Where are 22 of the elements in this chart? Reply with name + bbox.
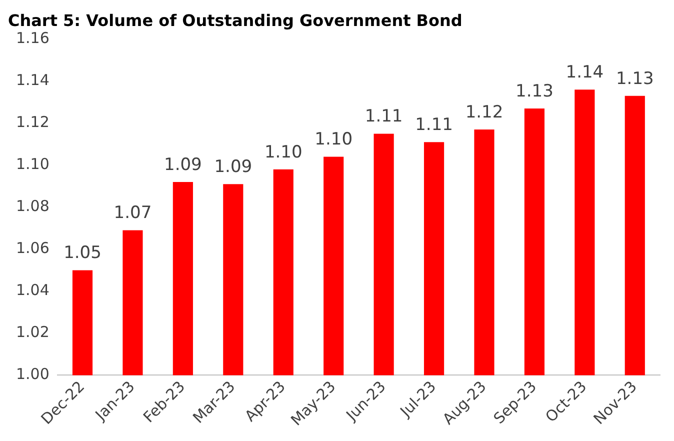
- y-tick-label: 1.02: [16, 323, 50, 342]
- data-label: 1.13: [516, 81, 554, 102]
- y-tick-label: 1.08: [16, 197, 50, 216]
- data-label: 1.14: [566, 62, 604, 83]
- chart-title: Chart 5: Volume of Outstanding Government Bond: [8, 10, 462, 30]
- data-label: 1.10: [264, 142, 302, 162]
- data-label: 1.12: [465, 102, 504, 122]
- data-label: 1.11: [364, 106, 403, 127]
- data-label: 1.10: [314, 130, 353, 150]
- y-tick-label: 1.14: [16, 71, 50, 90]
- data-label: 1.13: [616, 68, 654, 89]
- y-tick-label: 1.12: [16, 113, 50, 132]
- y-tick-label: 1.04: [16, 281, 50, 300]
- y-tick-label: 1.10: [16, 155, 50, 174]
- y-tick-label: 1.06: [16, 239, 50, 258]
- data-label: 1.09: [214, 157, 252, 178]
- y-tick-label: 1.16: [16, 29, 50, 48]
- data-label: 1.07: [114, 203, 152, 224]
- data-label: 1.11: [415, 115, 453, 136]
- y-tick-label: 1.00: [16, 365, 50, 384]
- data-label: 1.05: [64, 243, 102, 264]
- data-label: 1.09: [164, 154, 202, 175]
